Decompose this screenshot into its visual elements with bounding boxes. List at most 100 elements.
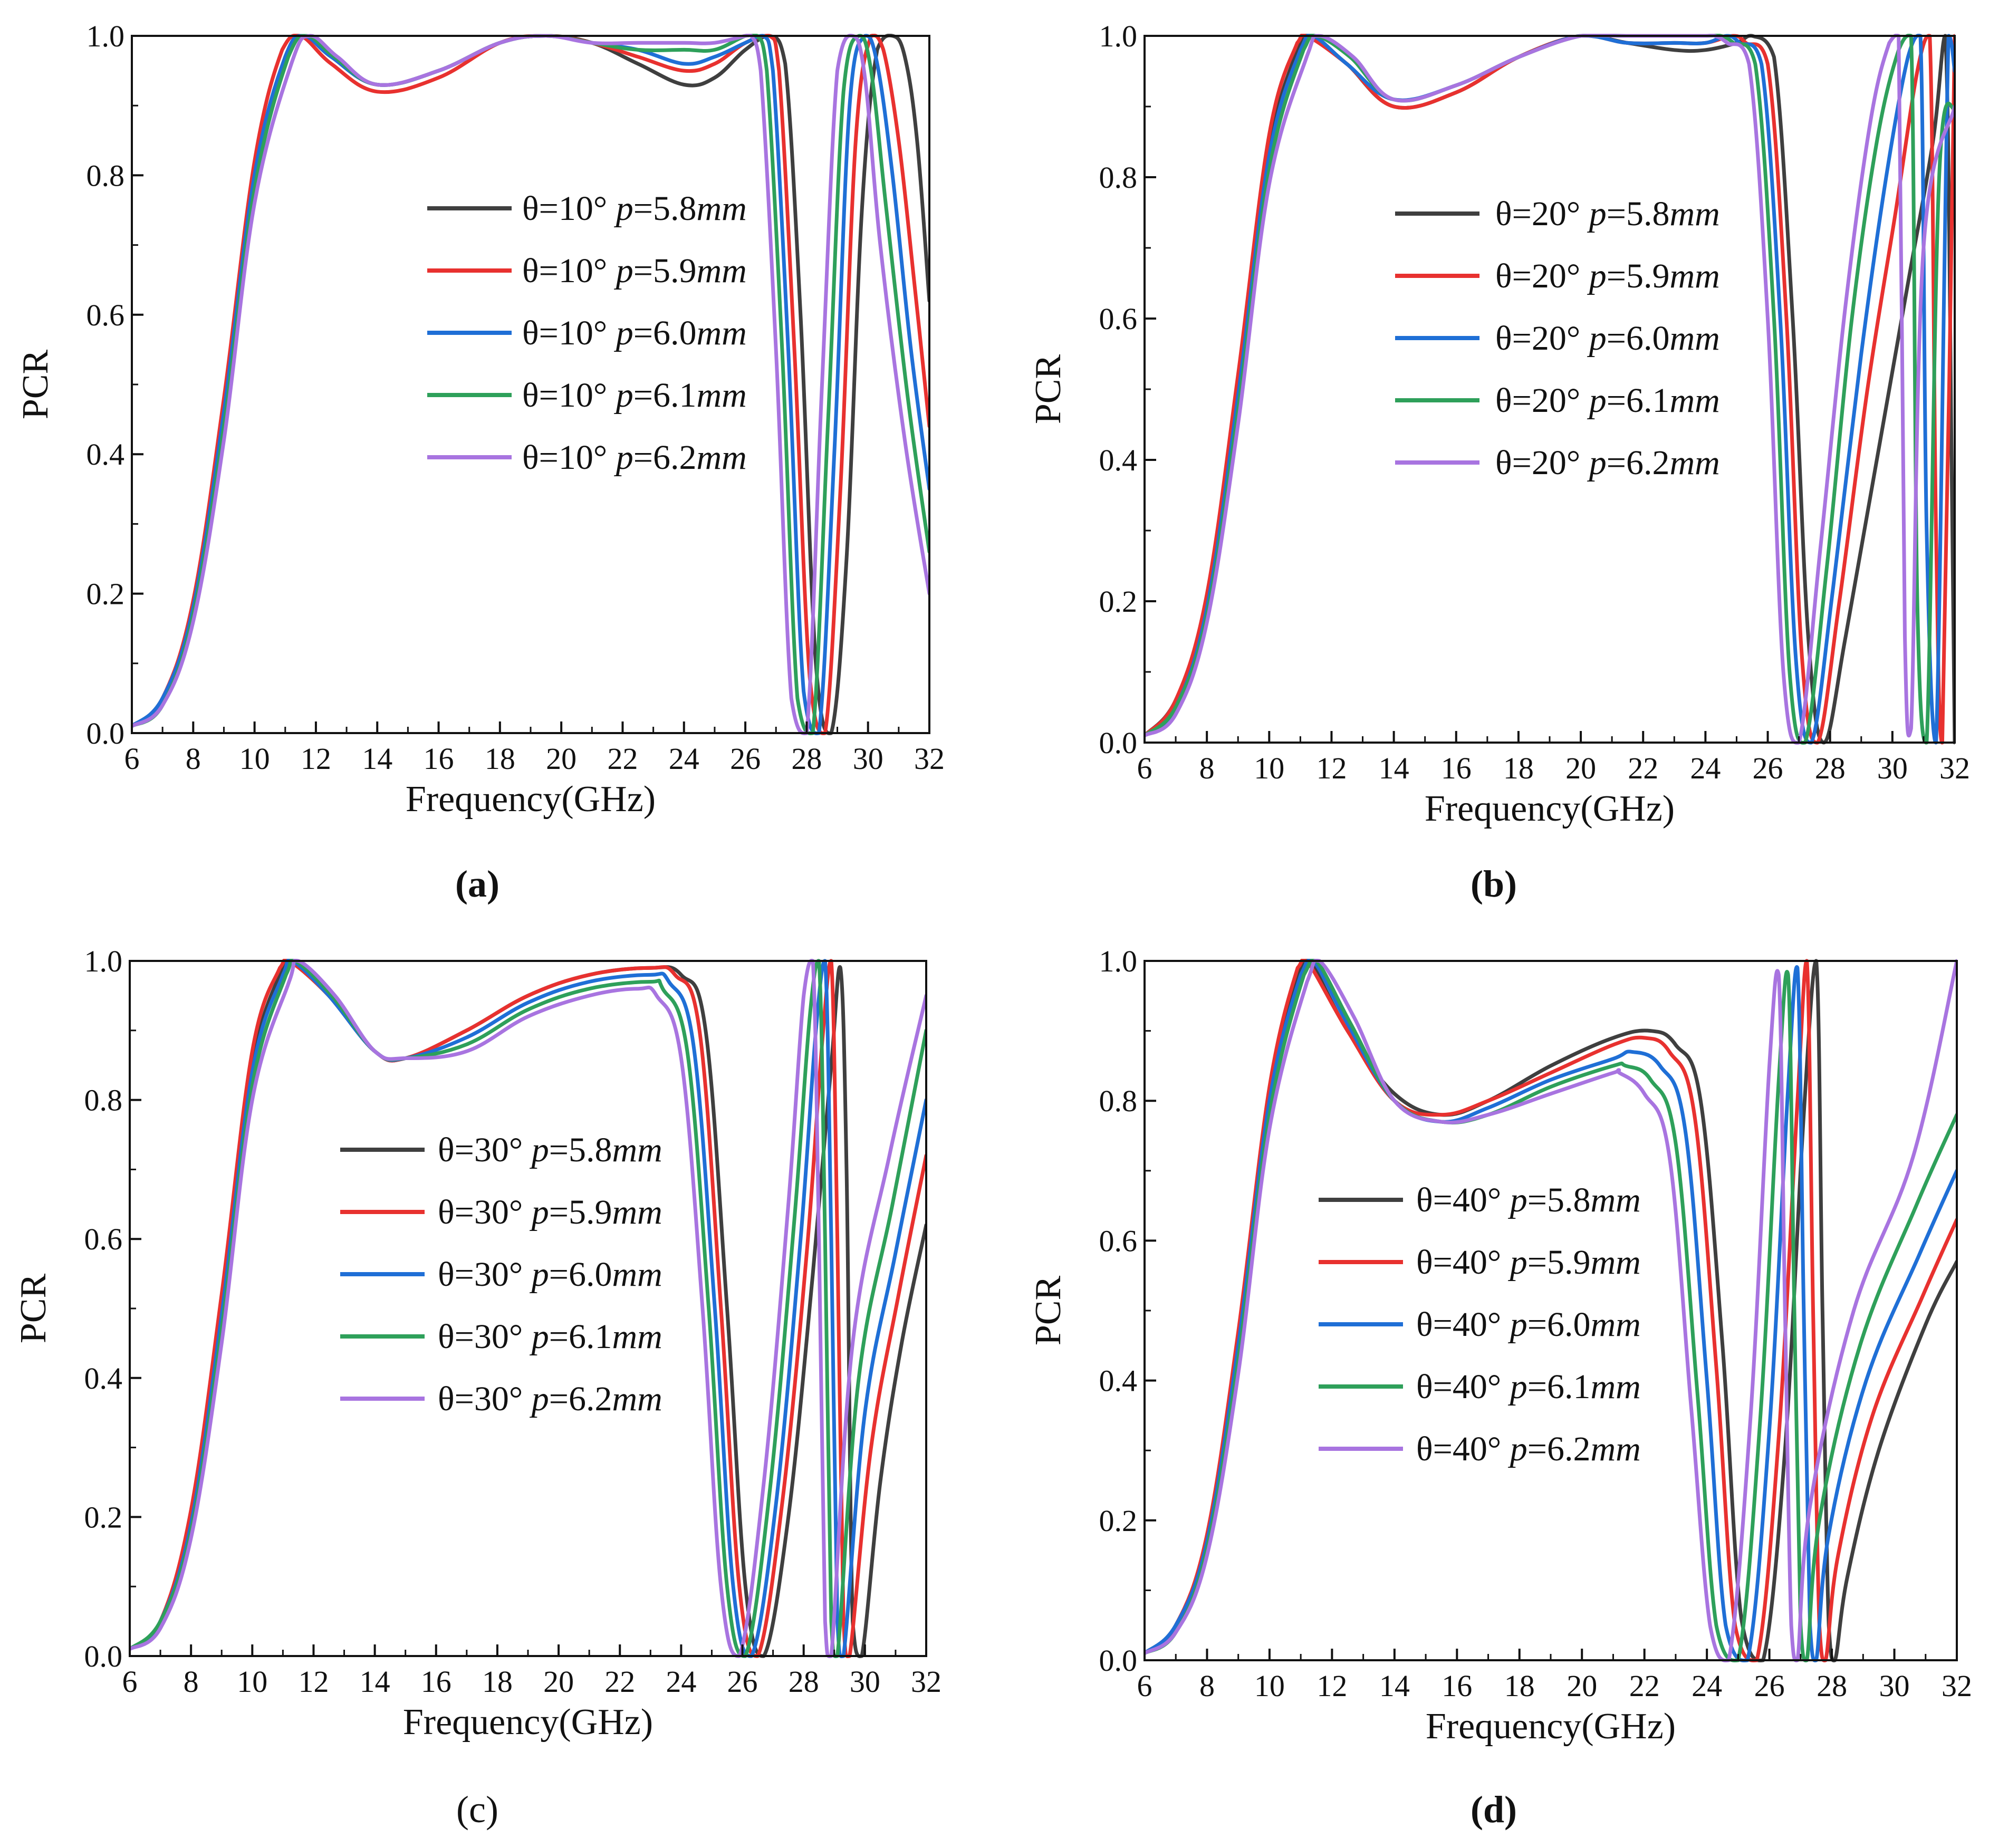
legend-p: p — [614, 438, 633, 477]
x-tick-label: 8 — [184, 1664, 199, 1699]
x-tick-label: 10 — [1254, 751, 1284, 785]
legend-label-p61: θ=40° p=6.1mm — [1416, 1368, 1641, 1406]
legend-p: p — [1587, 444, 1607, 482]
legend-p-value: =6.0 — [633, 314, 697, 352]
series-line-p59 — [1145, 34, 1955, 745]
x-tick-label: 16 — [421, 1664, 451, 1699]
x-tick-label: 12 — [298, 1664, 329, 1699]
legend-label-p60: θ=30° p=6.0mm — [438, 1255, 662, 1294]
legend-angle: θ=10° — [522, 252, 616, 290]
y-tick-label: 0.0 — [1099, 1643, 1138, 1678]
legend-angle: θ=10° — [522, 438, 616, 477]
legend-angle: θ=40° — [1416, 1243, 1510, 1282]
x-tick-label: 26 — [1753, 751, 1783, 785]
y-tick-label: 0.4 — [1099, 1364, 1138, 1398]
legend-label-p62: θ=30° p=6.2mm — [438, 1380, 662, 1418]
y-tick-label: 1.0 — [87, 19, 125, 53]
series-line-p61 — [130, 959, 926, 1658]
x-tick-label: 6 — [124, 742, 140, 776]
panel-label: (b) — [1471, 863, 1517, 905]
legend-p: p — [1587, 257, 1607, 295]
x-tick-label: 14 — [1379, 751, 1409, 785]
legend-p-value: =6.1 — [1527, 1368, 1591, 1406]
x-tick-label: 10 — [237, 1664, 267, 1699]
x-tick-label: 32 — [1939, 751, 1970, 785]
x-tick-label: 20 — [543, 1664, 574, 1699]
x-tick-label: 26 — [727, 1664, 758, 1699]
x-tick-label: 6 — [1137, 1669, 1152, 1703]
y-tick-label: 0.8 — [1099, 1084, 1138, 1118]
legend-p-value: =5.9 — [1607, 257, 1670, 295]
series-line-p60 — [1145, 34, 1955, 745]
legend-label-p61: θ=30° p=6.1mm — [438, 1317, 662, 1356]
legend-p: p — [530, 1380, 549, 1418]
legend-p: p — [1508, 1368, 1527, 1406]
legend-unit: mm — [696, 252, 746, 290]
x-tick-label: 14 — [362, 742, 392, 776]
series-group — [1145, 34, 1955, 745]
y-tick-label: 0.2 — [84, 1500, 123, 1534]
legend-angle: θ=20° — [1495, 444, 1589, 482]
legend-unit: mm — [1669, 257, 1719, 295]
legend-p: p — [614, 189, 633, 228]
x-tick-label: 6 — [122, 1664, 138, 1699]
x-tick-label: 18 — [482, 1664, 513, 1699]
x-tick-label: 28 — [789, 1664, 819, 1699]
x-tick-label: 18 — [1503, 751, 1534, 785]
legend-p: p — [1508, 1243, 1527, 1282]
x-tick-label: 28 — [1815, 751, 1846, 785]
legend-label-p60: θ=20° p=6.0mm — [1495, 319, 1720, 358]
chart-panel-a: 6 8 10 12 14 16 18 20 22 24 26 28 30 32 0.0 0.2 0.4 0.6 0.… — [15, 19, 945, 905]
x-tick-label: 26 — [730, 742, 761, 776]
x-tick-label: 24 — [1690, 751, 1721, 785]
y-tick-label: 1.0 — [1099, 944, 1138, 978]
legend-p-value: =6.1 — [549, 1317, 612, 1356]
x-tick-label: 14 — [1379, 1669, 1410, 1703]
legend-unit: mm — [1669, 319, 1719, 358]
legend-p-value: =5.8 — [633, 189, 697, 228]
x-tick-label: 24 — [1692, 1669, 1722, 1703]
legend-unit: mm — [1590, 1305, 1640, 1344]
legend-label-p61: θ=20° p=6.1mm — [1495, 381, 1720, 420]
chart-panel-b: 6 8 10 12 14 16 18 20 22 24 26 28 30 32 0.0 0.2 0.4 0.6 0.… — [1028, 19, 1970, 905]
y-axis-title: PCR — [1028, 354, 1069, 425]
x-tick-label: 26 — [1754, 1669, 1785, 1703]
x-tick-label: 16 — [1442, 1669, 1472, 1703]
legend-p: p — [1587, 195, 1607, 233]
legend-p-value: =5.9 — [549, 1193, 612, 1231]
legend-label-p62: θ=40° p=6.2mm — [1416, 1430, 1641, 1468]
legend-unit: mm — [1669, 195, 1719, 233]
y-tick-label: 0.6 — [87, 298, 125, 332]
x-tick-label: 6 — [1137, 751, 1152, 785]
panel-label: (d) — [1471, 1788, 1517, 1831]
legend-unit: mm — [612, 1131, 662, 1169]
legend-unit: mm — [1590, 1368, 1640, 1406]
legend-label-p61: θ=10° p=6.1mm — [522, 376, 747, 415]
y-tick-label: 0.2 — [87, 577, 125, 611]
legend-unit: mm — [612, 1380, 662, 1418]
legend-angle: θ=30° — [438, 1193, 532, 1231]
series-line-p60 — [1145, 959, 1957, 1662]
x-tick-label: 22 — [607, 742, 638, 776]
series-line-p62 — [1145, 34, 1955, 745]
legend-p-value: =6.2 — [1607, 444, 1670, 482]
y-tick-label: 0.6 — [1099, 302, 1138, 336]
legend-angle: θ=30° — [438, 1131, 532, 1169]
legend-angle: θ=20° — [1495, 195, 1589, 233]
legend-angle: θ=10° — [522, 314, 616, 352]
legend-angle: θ=40° — [1416, 1430, 1510, 1468]
y-tick-label: 0.8 — [1099, 160, 1138, 195]
legend-angle: θ=30° — [438, 1255, 532, 1294]
legend-label-p60: θ=40° p=6.0mm — [1416, 1305, 1641, 1344]
legend-angle: θ=30° — [438, 1380, 532, 1418]
legend: θ=40° p=5.8mm θ=40° p=5.9mm θ=40° p=6.0mm θ… — [1319, 1181, 1641, 1468]
y-tick-label: 0.4 — [84, 1361, 123, 1395]
legend-label-p59: θ=40° p=5.9mm — [1416, 1243, 1641, 1282]
legend-label-p58: θ=40° p=5.8mm — [1416, 1181, 1641, 1219]
x-tick-label: 30 — [1879, 1669, 1910, 1703]
legend-p-value: =6.0 — [549, 1255, 612, 1294]
legend-label-p58: θ=20° p=5.8mm — [1495, 195, 1720, 233]
